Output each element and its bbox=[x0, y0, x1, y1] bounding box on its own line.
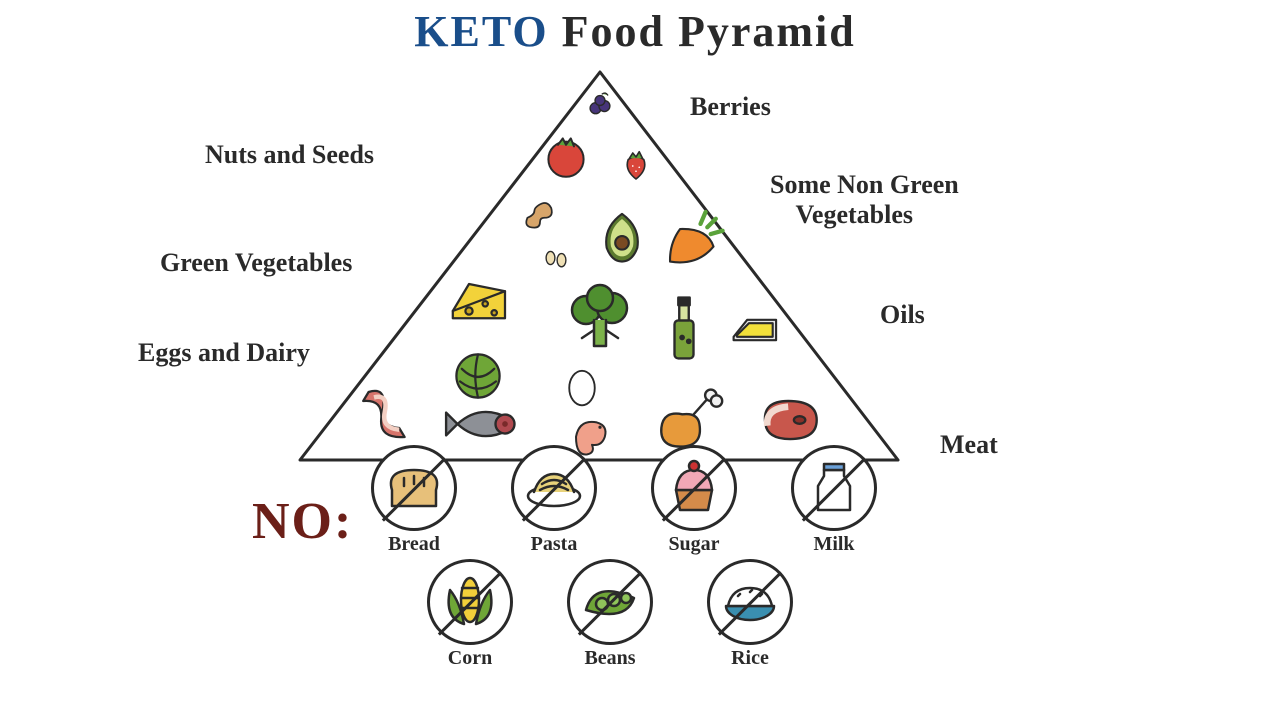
broccoli-icon bbox=[572, 285, 627, 346]
olive-oil-icon bbox=[675, 298, 694, 359]
title-prefix: KETO bbox=[414, 7, 548, 56]
egg-icon bbox=[569, 371, 595, 406]
beans-icon bbox=[575, 567, 645, 637]
bacon-icon bbox=[363, 391, 404, 437]
peanut-icon bbox=[526, 203, 552, 228]
fish-icon bbox=[446, 412, 514, 436]
beans-circle bbox=[567, 559, 653, 645]
pasta-icon bbox=[519, 453, 589, 523]
steak-icon bbox=[765, 401, 817, 439]
forbidden-bread: Bread bbox=[371, 445, 457, 556]
pyramid-outline bbox=[300, 72, 898, 460]
butter-icon bbox=[734, 320, 777, 340]
sugar-circle bbox=[651, 445, 737, 531]
category-label: Green Vegetables bbox=[160, 248, 352, 278]
milk-circle bbox=[791, 445, 877, 531]
tomato-icon bbox=[548, 138, 583, 176]
sugar-caption: Sugar bbox=[651, 533, 737, 556]
pasta-caption: Pasta bbox=[511, 533, 597, 556]
category-label: Eggs and Dairy bbox=[138, 338, 310, 368]
forbidden-milk: Milk bbox=[791, 445, 877, 556]
forbidden-corn: Corn bbox=[427, 559, 513, 670]
forbidden-rice: Rice bbox=[707, 559, 793, 670]
rice-circle bbox=[707, 559, 793, 645]
rice-caption: Rice bbox=[707, 647, 793, 670]
category-label: Berries bbox=[690, 92, 771, 122]
bread-icon bbox=[379, 453, 449, 523]
cheese-icon bbox=[453, 284, 505, 318]
forbidden-beans: Beans bbox=[567, 559, 653, 670]
corn-caption: Corn bbox=[427, 647, 513, 670]
bread-caption: Bread bbox=[371, 533, 457, 556]
avocado-icon bbox=[606, 214, 638, 262]
category-label: Nuts and Seeds bbox=[205, 140, 374, 170]
page-title: KETO Food Pyramid bbox=[0, 6, 1270, 57]
pasta-circle bbox=[511, 445, 597, 531]
bread-circle bbox=[371, 445, 457, 531]
seeds-icon bbox=[546, 251, 566, 266]
carrot-icon bbox=[666, 212, 722, 274]
sugar-icon bbox=[659, 453, 729, 523]
forbidden-pasta: Pasta bbox=[511, 445, 597, 556]
chicken-leg-icon bbox=[661, 390, 722, 447]
blueberries-icon bbox=[590, 93, 610, 114]
strawberry-icon bbox=[627, 152, 645, 179]
corn-icon bbox=[435, 567, 505, 637]
corn-circle bbox=[427, 559, 513, 645]
cabbage-icon bbox=[456, 354, 499, 397]
rice-icon bbox=[715, 567, 785, 637]
title-rest: Food Pyramid bbox=[549, 7, 856, 56]
category-label: Meat bbox=[940, 430, 998, 460]
beans-caption: Beans bbox=[567, 647, 653, 670]
no-label: NO: bbox=[252, 492, 353, 551]
forbidden-sugar: Sugar bbox=[651, 445, 737, 556]
milk-icon bbox=[799, 453, 869, 523]
category-label: Some Non Green Vegetables bbox=[770, 170, 959, 230]
category-label: Oils bbox=[880, 300, 925, 330]
milk-caption: Milk bbox=[791, 533, 877, 556]
food-icons-group bbox=[363, 93, 817, 455]
